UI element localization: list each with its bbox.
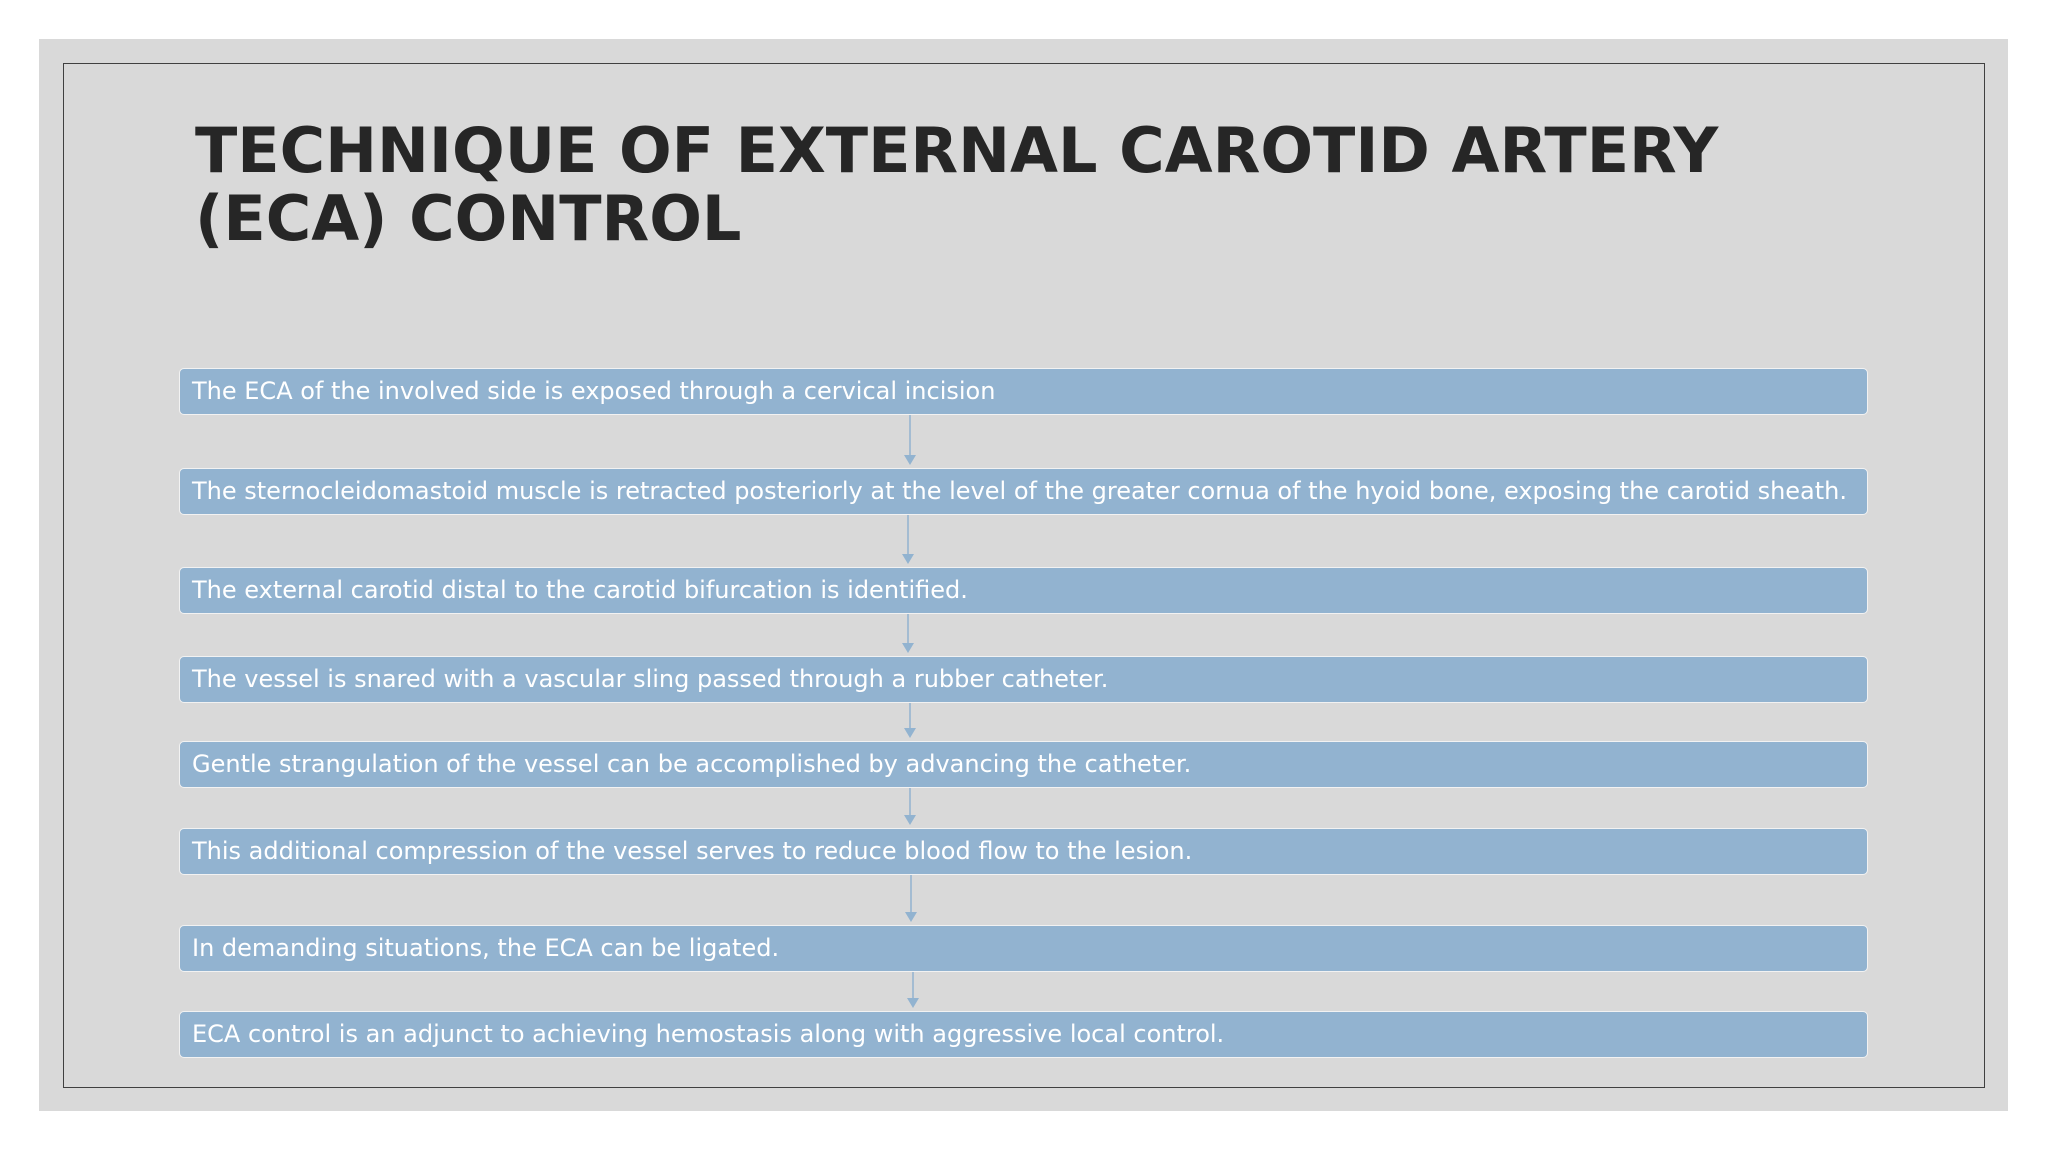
connector-arrow (904, 728, 916, 738)
slide: TECHNIQUE OF EXTERNAL CAROTID ARTERY (EC… (39, 39, 2008, 1111)
connector-arrow (902, 554, 914, 564)
connector-arrow (905, 912, 917, 922)
slide-title: TECHNIQUE OF EXTERNAL CAROTID ARTERY (EC… (195, 114, 1719, 255)
step-box: This additional compression of the vesse… (179, 828, 1868, 875)
connector-arrow (904, 455, 916, 465)
step-box: ECA control is an adjunct to achieving h… (179, 1011, 1868, 1058)
step-box: In demanding situations, the ECA can be … (179, 925, 1868, 972)
step-box: The sternocleidomastoid muscle is retrac… (179, 468, 1868, 515)
step-box: The external carotid distal to the carot… (179, 567, 1868, 614)
connectors (902, 415, 919, 1008)
slide-frame (63, 63, 1985, 1088)
step-box: Gentle strangulation of the vessel can b… (179, 741, 1868, 788)
connector-arrow (904, 815, 916, 825)
step-box: The vessel is snared with a vascular sli… (179, 656, 1868, 703)
step-box: The ECA of the involved side is exposed … (179, 368, 1868, 415)
connector-arrow (907, 998, 919, 1008)
connector-arrow (902, 643, 914, 653)
